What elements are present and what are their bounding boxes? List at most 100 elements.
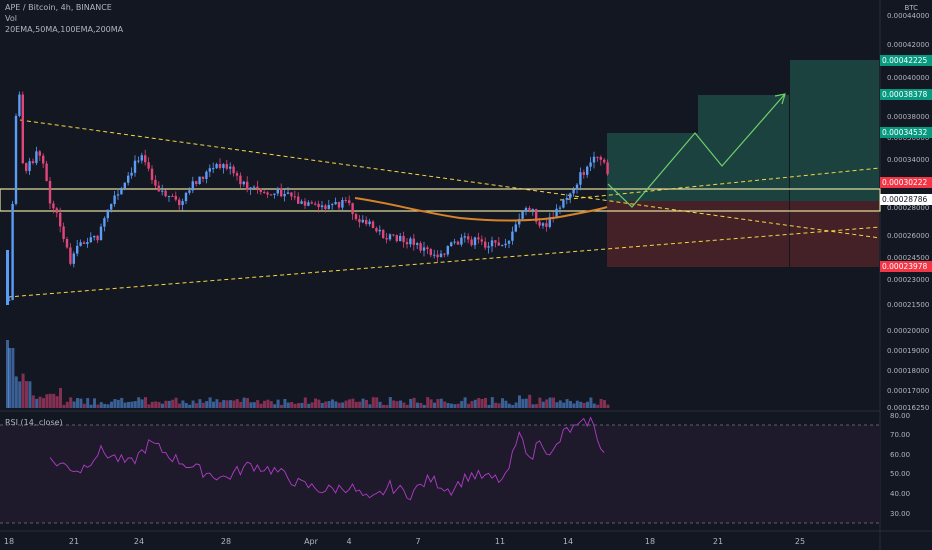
volume-bar [599,398,603,408]
candles [6,91,609,305]
price-tick: 0.00021500 [887,301,930,309]
candle-body [52,203,55,209]
candle-body [589,162,592,167]
candle-body [42,155,45,164]
candle-body [368,221,371,225]
price-badge: 0.00023978 [880,261,932,272]
candle-body [358,219,361,223]
volume-bar [232,400,236,408]
candle-body [280,188,283,197]
candle-body [86,242,89,244]
candle-body [215,164,218,169]
candle-body [460,237,463,245]
candle-body [504,243,507,246]
volume-bar [572,403,576,408]
candle-body [541,223,545,226]
volume-bar [565,399,569,408]
candle-body [409,238,412,245]
volume-bar [225,400,229,408]
price-tick: 0.00044000 [887,12,930,20]
volume-bar [35,398,39,408]
volume-bar [21,373,25,408]
date-tick: 28 [220,537,232,546]
candle-body [310,202,313,204]
volume-bar [456,403,460,408]
price-tick: 0.00023000 [887,276,930,284]
candle-body [178,199,181,205]
candle-body [191,181,194,191]
candle-body [487,246,490,248]
volume-bar [375,397,379,408]
candle-body [388,234,392,240]
stop-zone [790,201,879,267]
volume-bar [52,393,56,408]
volume-bar [286,402,290,408]
volume-bar [96,404,100,408]
volume-bar [45,394,49,408]
price-tick: 0.00026000 [887,232,930,240]
candle-body [273,193,276,195]
candle-body [188,190,191,193]
volume-bar [511,404,515,408]
volume-bar [538,397,542,408]
candle-body [130,172,133,176]
volume-bar [582,402,586,408]
candle-body [473,237,477,246]
candle-body [334,202,337,205]
candle-body [222,164,225,168]
candle-body [144,155,147,163]
candle-body [18,94,21,116]
volume-bar [113,399,117,408]
volume-bar [453,404,457,408]
volume-bar [436,399,440,408]
volume-bar [405,404,409,408]
volume-bar [167,400,171,408]
volume-bar [531,404,535,408]
candle-body [232,166,235,174]
candle-body [181,201,184,205]
candle-body [25,163,28,171]
rsi-tick: 70.00 [890,431,911,439]
candle-body [62,226,65,239]
candle-body [8,299,11,301]
price-tick: 0.00024500 [887,254,930,262]
volume-bar [480,398,484,408]
volume-bar [589,397,593,408]
candle-body [521,211,524,219]
candle-body [422,247,426,251]
candle-body [341,200,344,208]
volume-bar [548,397,552,408]
volume-bar [144,397,147,408]
price-tick: 0.00018000 [887,367,930,375]
candle-body [307,202,310,206]
rsi-tick: 60.00 [890,451,911,459]
candle-body [365,219,368,225]
candle-body [470,239,473,246]
volume-bar [280,404,283,408]
candle-body [252,186,256,188]
volume-bar [86,398,90,408]
rsi-tick: 40.00 [890,490,911,498]
date-tick: 18 [3,537,15,546]
volume-bar [317,399,321,408]
candle-body [174,195,177,200]
volume-bar [439,398,443,408]
volume-bar [344,400,348,408]
candle-body [290,192,293,197]
candle-body [531,209,534,211]
volume-bar [320,402,324,408]
volume-bar [429,399,433,408]
volume-bar [392,400,396,408]
volume-bar [575,400,579,408]
candle-body [76,245,79,254]
volume-bar [154,401,158,408]
volume-bar [541,401,545,408]
candle-body [266,192,269,195]
candle-body [453,241,456,243]
volume-bar [497,403,501,408]
volume-bar [89,404,93,408]
volume-bar [354,401,358,408]
candle-body [419,243,422,251]
candle-body [198,176,201,185]
